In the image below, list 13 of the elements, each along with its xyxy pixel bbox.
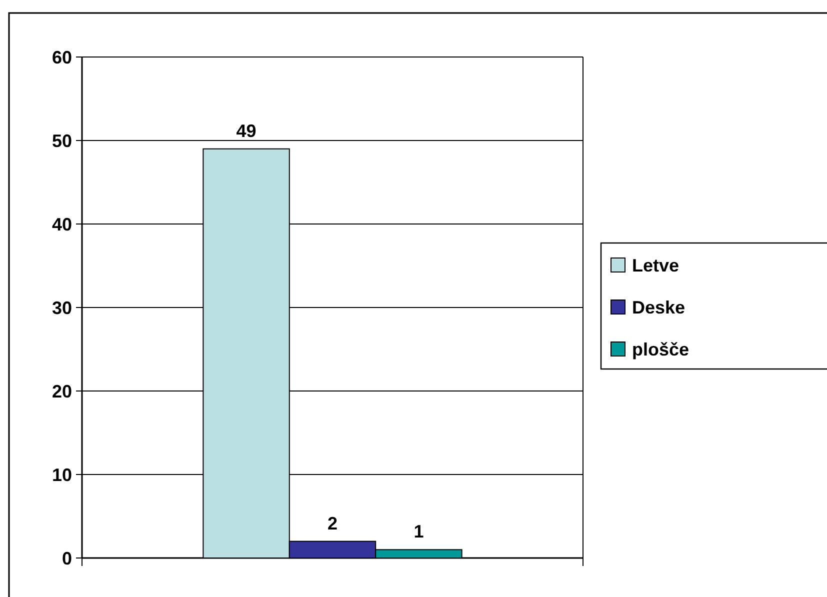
data-label: 2 bbox=[327, 513, 338, 534]
y-tick-label: 50 bbox=[52, 130, 72, 151]
y-tick-label: 20 bbox=[52, 381, 72, 402]
y-tick-label: 40 bbox=[52, 214, 72, 234]
y-tick-label: 10 bbox=[52, 464, 72, 485]
data-label: 1 bbox=[414, 522, 424, 542]
legend-label: Letve bbox=[632, 255, 680, 276]
y-tick-label: 0 bbox=[62, 548, 72, 568]
legend-label: plošče bbox=[632, 339, 690, 360]
data-label: 49 bbox=[236, 120, 256, 141]
legend-label: Deske bbox=[632, 297, 686, 318]
y-tick-label: 60 bbox=[52, 47, 72, 68]
y-tick-label: 30 bbox=[52, 298, 72, 318]
